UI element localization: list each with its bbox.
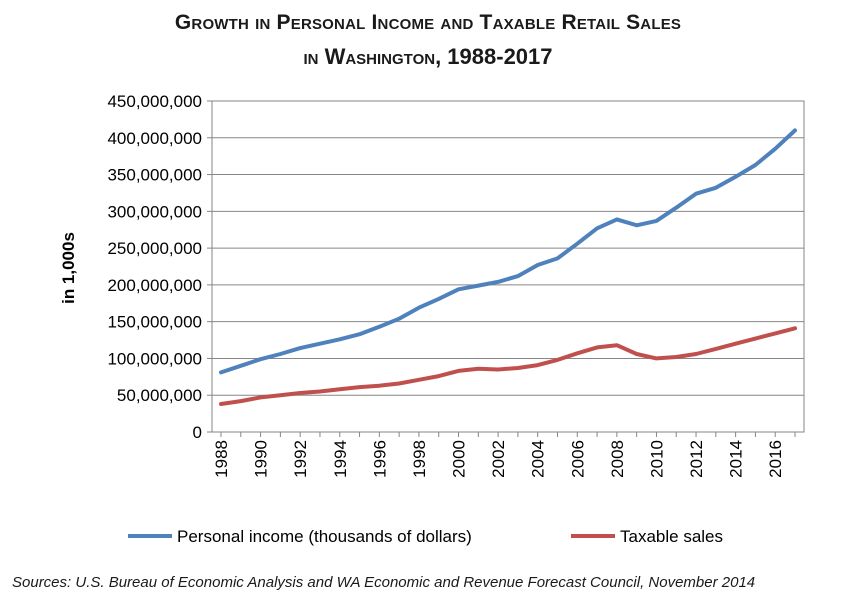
legend: Personal income (thousands of dollars) Ta… bbox=[128, 527, 723, 546]
y-tick-label: 50,000,000 bbox=[117, 386, 202, 405]
x-tick-label: 2010 bbox=[647, 440, 666, 478]
series-line-taxable-sales bbox=[219, 326, 797, 406]
legend-label: Personal income (thousands of dollars) bbox=[177, 527, 472, 546]
y-axis-tick-labels: 0 50,000,000 100,000,000 150,000,000 200,000… bbox=[107, 92, 202, 442]
source-note: Sources: U.S. Bureau of Economic Analysi… bbox=[12, 574, 756, 591]
gridlines bbox=[207, 100, 804, 437]
x-tick-label: 1996 bbox=[370, 440, 389, 478]
x-tick-label: 2016 bbox=[766, 440, 785, 478]
chart-title: Growth in Personal Income and Taxable Re… bbox=[0, 6, 856, 74]
plot-border bbox=[211, 100, 805, 433]
y-tick-label: 100,000,000 bbox=[107, 349, 202, 368]
x-tick-label: 1992 bbox=[291, 440, 310, 478]
x-tick-label: 2014 bbox=[727, 440, 746, 478]
x-tick-label: 2000 bbox=[450, 440, 469, 478]
legend-item: Taxable sales bbox=[571, 527, 723, 546]
legend-item: Personal income (thousands of dollars) bbox=[128, 527, 472, 546]
chart-title-line-1: Growth in Personal Income and Taxable Re… bbox=[174, 11, 682, 34]
x-tick-label: 2012 bbox=[687, 440, 706, 478]
x-tick-label: 1998 bbox=[410, 440, 429, 478]
x-tick-label: 2002 bbox=[489, 440, 508, 478]
x-tick-label: 1988 bbox=[212, 440, 231, 478]
y-tick-label: 450,000,000 bbox=[107, 92, 202, 111]
y-tick-label: 200,000,000 bbox=[107, 276, 202, 295]
x-tick-label: 2008 bbox=[608, 440, 627, 478]
chart-title-line-2: in Washington, 1988-2017 bbox=[303, 44, 553, 69]
y-tick-label: 350,000,000 bbox=[107, 166, 202, 185]
y-tick-label: 0 bbox=[193, 423, 202, 442]
plot-area bbox=[211, 100, 805, 433]
x-tick-label: 1994 bbox=[331, 440, 350, 478]
y-axis-label: in 1,000s bbox=[59, 232, 78, 304]
x-tick-label: 1990 bbox=[252, 440, 271, 478]
legend-label: Taxable sales bbox=[620, 527, 723, 546]
y-tick-label: 150,000,000 bbox=[107, 313, 202, 332]
series-lines bbox=[219, 128, 797, 406]
series-line-personal-income bbox=[219, 128, 797, 375]
x-tick-label: 2004 bbox=[529, 440, 548, 478]
y-tick-label: 400,000,000 bbox=[107, 129, 202, 148]
x-axis-tick-labels: 1988 1990 1992 1994 1996 1998 2000 2002 2004 2006… bbox=[212, 440, 785, 478]
y-tick-label: 250,000,000 bbox=[107, 239, 202, 258]
x-tick-label: 2006 bbox=[568, 440, 587, 478]
y-tick-label: 300,000,000 bbox=[107, 202, 202, 221]
